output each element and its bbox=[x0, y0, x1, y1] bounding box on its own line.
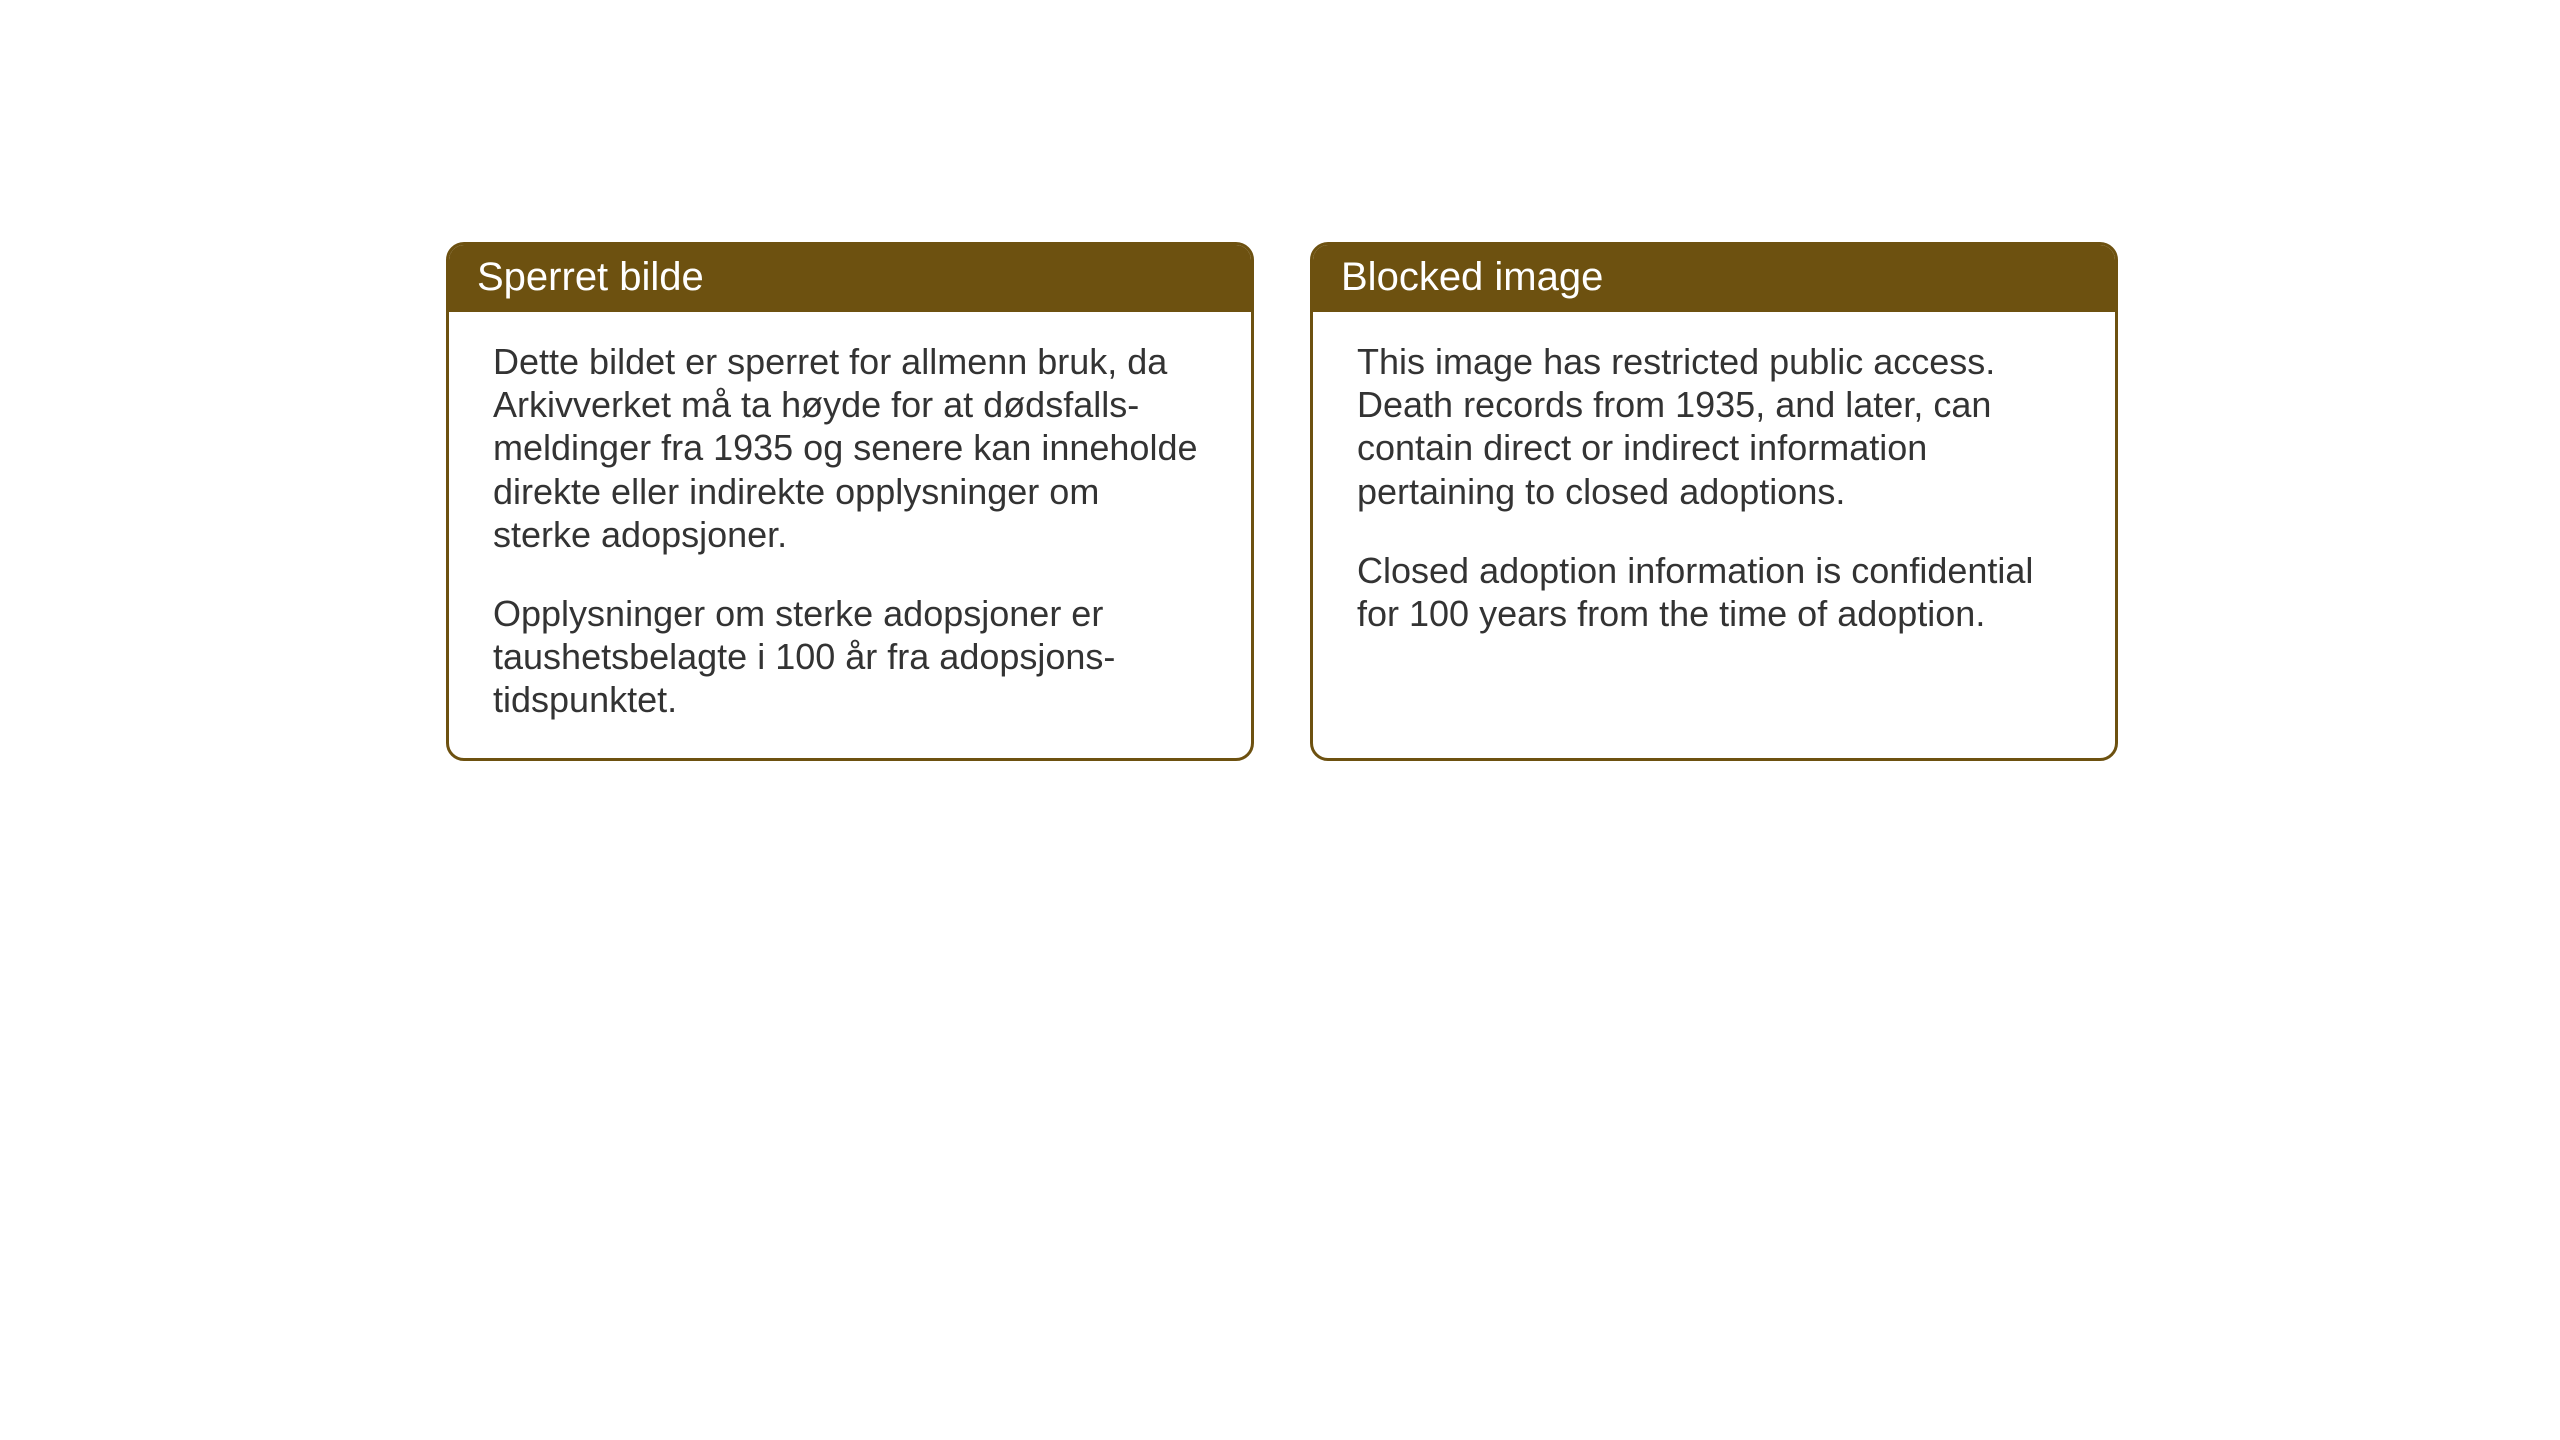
card-norwegian: Sperret bilde Dette bildet er sperret fo… bbox=[446, 242, 1254, 761]
card-english-title: Blocked image bbox=[1341, 255, 1603, 299]
card-norwegian-header: Sperret bilde bbox=[449, 245, 1251, 312]
card-english-header: Blocked image bbox=[1313, 245, 2115, 312]
card-norwegian-paragraph2: Opplysninger om sterke adopsjoner er tau… bbox=[493, 592, 1207, 722]
card-english-body: This image has restricted public access.… bbox=[1313, 312, 2115, 671]
card-english: Blocked image This image has restricted … bbox=[1310, 242, 2118, 761]
card-english-paragraph2: Closed adoption information is confident… bbox=[1357, 549, 2071, 635]
card-english-paragraph1: This image has restricted public access.… bbox=[1357, 340, 2071, 513]
card-norwegian-title: Sperret bilde bbox=[477, 255, 704, 299]
card-norwegian-body: Dette bildet er sperret for allmenn bruk… bbox=[449, 312, 1251, 758]
cards-container: Sperret bilde Dette bildet er sperret fo… bbox=[446, 242, 2118, 761]
card-norwegian-paragraph1: Dette bildet er sperret for allmenn bruk… bbox=[493, 340, 1207, 556]
